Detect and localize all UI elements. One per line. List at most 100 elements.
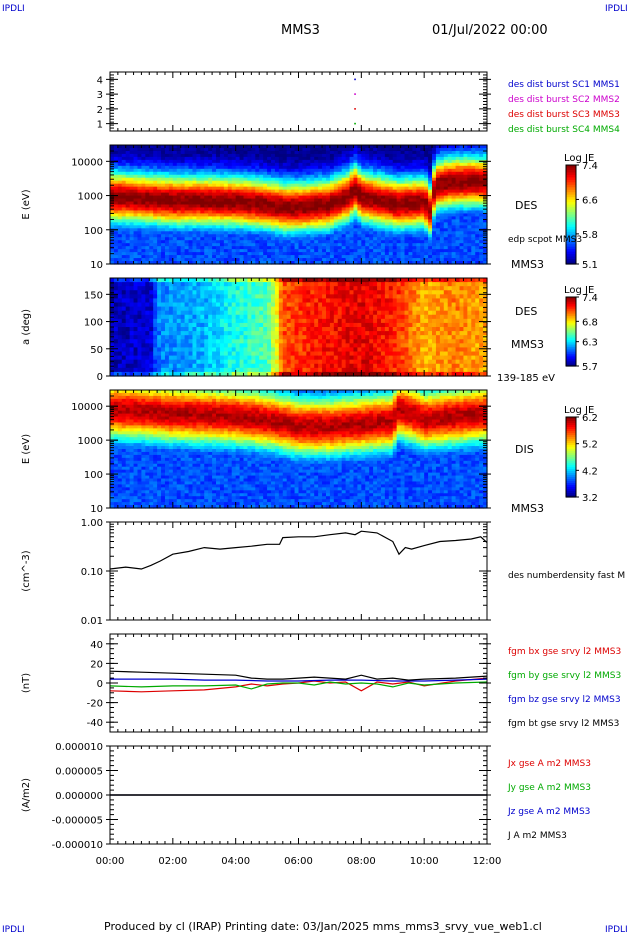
heatmap-cell [231, 183, 237, 188]
heatmap-cell [349, 198, 355, 203]
heatmap-cell [235, 210, 241, 215]
heatmap-cell [204, 434, 209, 438]
heatmap-cell [192, 147, 197, 152]
heatmap-cell [259, 252, 264, 256]
heatmap-cell [455, 213, 461, 218]
heatmap-cell [204, 392, 209, 397]
heatmap-cell [325, 159, 331, 164]
heatmap-cell [361, 207, 366, 212]
heatmap-cell [231, 192, 237, 197]
heatmap-cell [153, 451, 158, 456]
heatmap-cell [161, 222, 166, 226]
heatmap-cell [302, 153, 307, 158]
heatmap-cell [125, 162, 131, 167]
heatmap-cell [247, 258, 252, 262]
heatmap-cell [282, 216, 288, 220]
heatmap-cell [392, 219, 398, 223]
heatmap-cell [408, 171, 413, 176]
heatmap-cell [286, 147, 292, 152]
heatmap-cell [184, 198, 190, 203]
heatmap-cell [455, 261, 461, 265]
heatmap-cell [110, 457, 115, 462]
heatmap-cell [341, 258, 347, 262]
heatmap-cell [424, 201, 429, 206]
heatmap-cell [471, 171, 476, 176]
heatmap-cell [188, 186, 194, 191]
heatmap-cell [428, 198, 433, 203]
heatmap-cell [231, 177, 237, 182]
heatmap-cell [345, 162, 351, 167]
heatmap-cell [459, 249, 465, 253]
heatmap-cell [180, 413, 186, 418]
heatmap-cell [263, 145, 268, 149]
heatmap-cell [117, 237, 123, 241]
heatmap-cell [404, 201, 410, 206]
heatmap-cell [396, 249, 402, 253]
heatmap-cell [475, 159, 480, 164]
heatmap-cell [377, 171, 382, 176]
heatmap-cell [365, 237, 370, 241]
heatmap-cell [161, 404, 166, 409]
heatmap-cell [314, 240, 319, 244]
heatmap-cell [380, 171, 386, 176]
heatmap-cell [424, 168, 429, 173]
heatmap-cell [137, 159, 143, 164]
heatmap-cell [145, 472, 150, 477]
heatmap-cell [161, 180, 166, 185]
heatmap-cell [298, 177, 304, 182]
heatmap-cell [384, 261, 390, 265]
heatmap-cell [157, 252, 162, 256]
heatmap-cell [188, 180, 194, 185]
heatmap-cell [216, 189, 221, 194]
heatmap-cell [357, 168, 362, 173]
heatmap-cell [247, 168, 252, 173]
heatmap-cell [451, 237, 457, 241]
heatmap-cell [306, 183, 311, 188]
heatmap-cell [239, 231, 245, 235]
heatmap-cell [157, 422, 162, 426]
heatmap-cell [157, 231, 162, 235]
heatmap-cell [200, 234, 205, 238]
heatmap-cell [219, 496, 225, 500]
heatmap-cell [161, 246, 166, 250]
heatmap-cell [200, 162, 205, 167]
heatmap-cell [388, 234, 394, 238]
heatmap-cell [479, 246, 484, 250]
heatmap-cell [145, 198, 150, 203]
heatmap-cell [420, 186, 425, 191]
heatmap-cell [133, 261, 139, 265]
heatmap-cell [208, 189, 213, 194]
heatmap-cell [388, 156, 394, 161]
heatmap-cell [432, 255, 437, 259]
heatmap-cell [212, 177, 217, 182]
heatmap-cell [188, 213, 194, 218]
heatmap-cell [408, 234, 413, 238]
heatmap-cell [149, 502, 154, 506]
heatmap-cell [424, 153, 429, 158]
heatmap-cell [463, 207, 468, 212]
heatmap-cell [219, 410, 225, 415]
heatmap-cell [192, 210, 197, 215]
heatmap-cell [121, 478, 127, 483]
heatmap-cell [141, 493, 146, 497]
heatmap-cell [200, 225, 205, 229]
heatmap-cell [172, 449, 178, 453]
heatmap-cell [463, 228, 468, 232]
heatmap-cell [392, 153, 398, 158]
heatmap-cell [377, 213, 382, 218]
heatmap-cell [161, 395, 166, 400]
heatmap-cell [180, 165, 186, 170]
heatmap-cell [129, 234, 135, 238]
heatmap-cell [164, 469, 170, 474]
heatmap-cell [239, 153, 245, 158]
heatmap-cell [113, 437, 119, 441]
heatmap-cell [361, 231, 366, 235]
heatmap-cell [479, 177, 484, 182]
heatmap-cell [412, 159, 417, 164]
heatmap-cell [121, 505, 127, 509]
heatmap-cell [412, 252, 417, 256]
heatmap-cell [435, 255, 441, 259]
heatmap-cell [157, 466, 162, 471]
heatmap-cell [349, 156, 355, 161]
heatmap-cell [479, 231, 484, 235]
